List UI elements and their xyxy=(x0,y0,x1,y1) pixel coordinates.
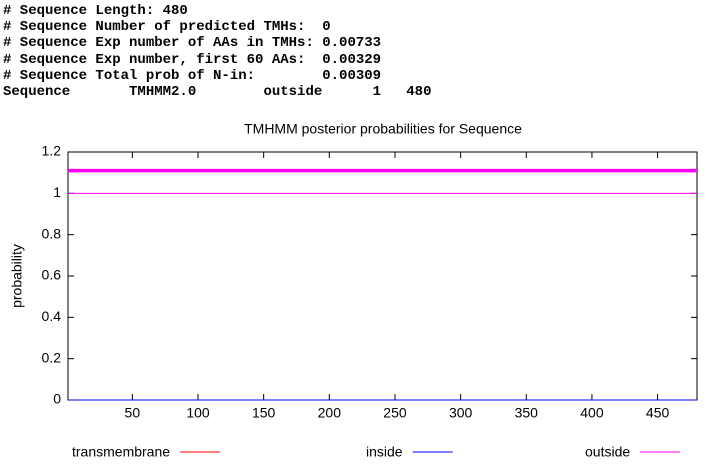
x-tick-label: 450 xyxy=(646,405,670,421)
x-tick-label: 300 xyxy=(449,405,473,421)
x-tick-label: 250 xyxy=(383,405,407,421)
x-tick-label: 50 xyxy=(125,405,141,421)
x-tick-label: 200 xyxy=(318,405,342,421)
result-line: # Sequence Number of predicted TMHs: 0 xyxy=(3,19,331,36)
legend-label: outside xyxy=(585,444,630,460)
plot-frame xyxy=(67,151,698,401)
y-tick-label: 0 xyxy=(53,391,61,407)
y-tick-label: 0.4 xyxy=(42,308,62,324)
y-tick-label: 1.2 xyxy=(42,143,62,159)
x-tick-label: 400 xyxy=(580,405,604,421)
x-tick-label: 350 xyxy=(515,405,539,421)
legend-label: inside xyxy=(366,444,403,460)
result-line: # Sequence Exp number of AAs in TMHs: 0.… xyxy=(3,35,382,52)
x-tick-label: 150 xyxy=(252,405,276,421)
result-line: # Sequence Total prob of N-in: 0.00309 xyxy=(3,67,382,84)
y-axis-label: probability xyxy=(9,244,25,308)
y-tick-label: 0.8 xyxy=(42,225,62,241)
result-line: # Sequence Length: 480 xyxy=(3,3,188,19)
y-tick-label: 0.2 xyxy=(42,349,62,365)
y-tick-label: 0.6 xyxy=(42,267,62,283)
result-line: Sequence TMHMM2.0 outside 1 480 xyxy=(3,84,432,101)
x-tick-label: 100 xyxy=(186,405,210,421)
result-text: # Sequence Length: 480 # Sequence Number … xyxy=(3,3,431,100)
result-line: # Sequence Exp number, first 60 AAs: 0.0… xyxy=(3,51,382,68)
y-tick-label: 1 xyxy=(53,184,61,200)
chart-title: TMHMM posterior probabilities for Sequen… xyxy=(244,121,522,137)
legend-label: transmembrane xyxy=(72,444,170,460)
